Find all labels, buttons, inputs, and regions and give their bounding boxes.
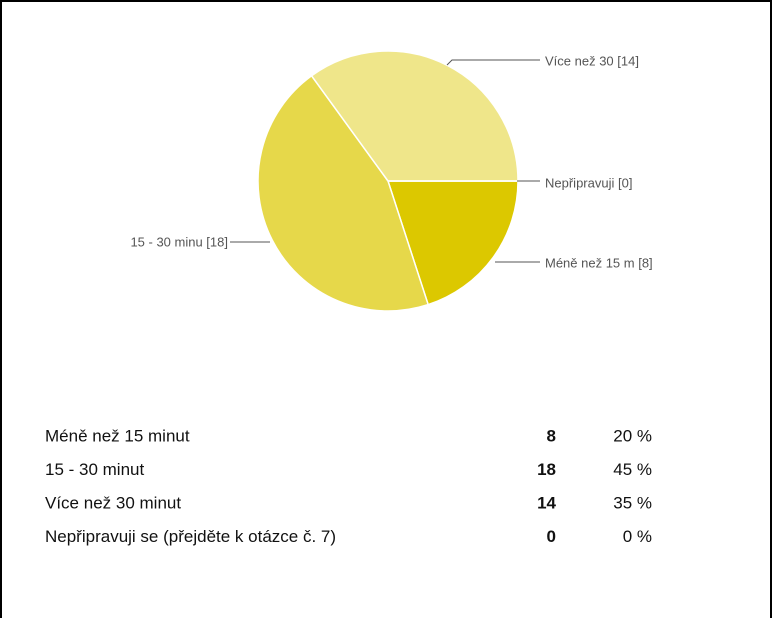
row-count: 0 xyxy=(547,527,556,546)
pie-label: Nepřipravuji [0] xyxy=(545,175,632,190)
pie-label: 15 - 30 minu [18] xyxy=(130,234,228,249)
row-label: Nepřipravuji se (přejděte k otázce č. 7) xyxy=(45,527,336,546)
pie-slice xyxy=(386,180,519,306)
row-percent: 0 % xyxy=(623,527,652,546)
leader-line xyxy=(446,59,540,66)
row-label: 15 - 30 minut xyxy=(45,460,144,479)
row-label: Méně než 15 minut xyxy=(45,426,190,445)
row-percent: 35 % xyxy=(613,493,652,512)
row-count: 8 xyxy=(547,426,556,445)
row-percent: 45 % xyxy=(613,460,652,479)
row-label: Více než 30 minut xyxy=(45,493,181,512)
pie-slice xyxy=(257,74,430,312)
row-percent: 20 % xyxy=(613,426,652,445)
pie-label: Více než 30 [14] xyxy=(545,53,639,68)
pie-slice xyxy=(310,50,519,182)
row-count: 18 xyxy=(537,460,556,479)
row-count: 14 xyxy=(537,493,556,512)
pie-label: Méně než 15 m [8] xyxy=(545,255,653,270)
